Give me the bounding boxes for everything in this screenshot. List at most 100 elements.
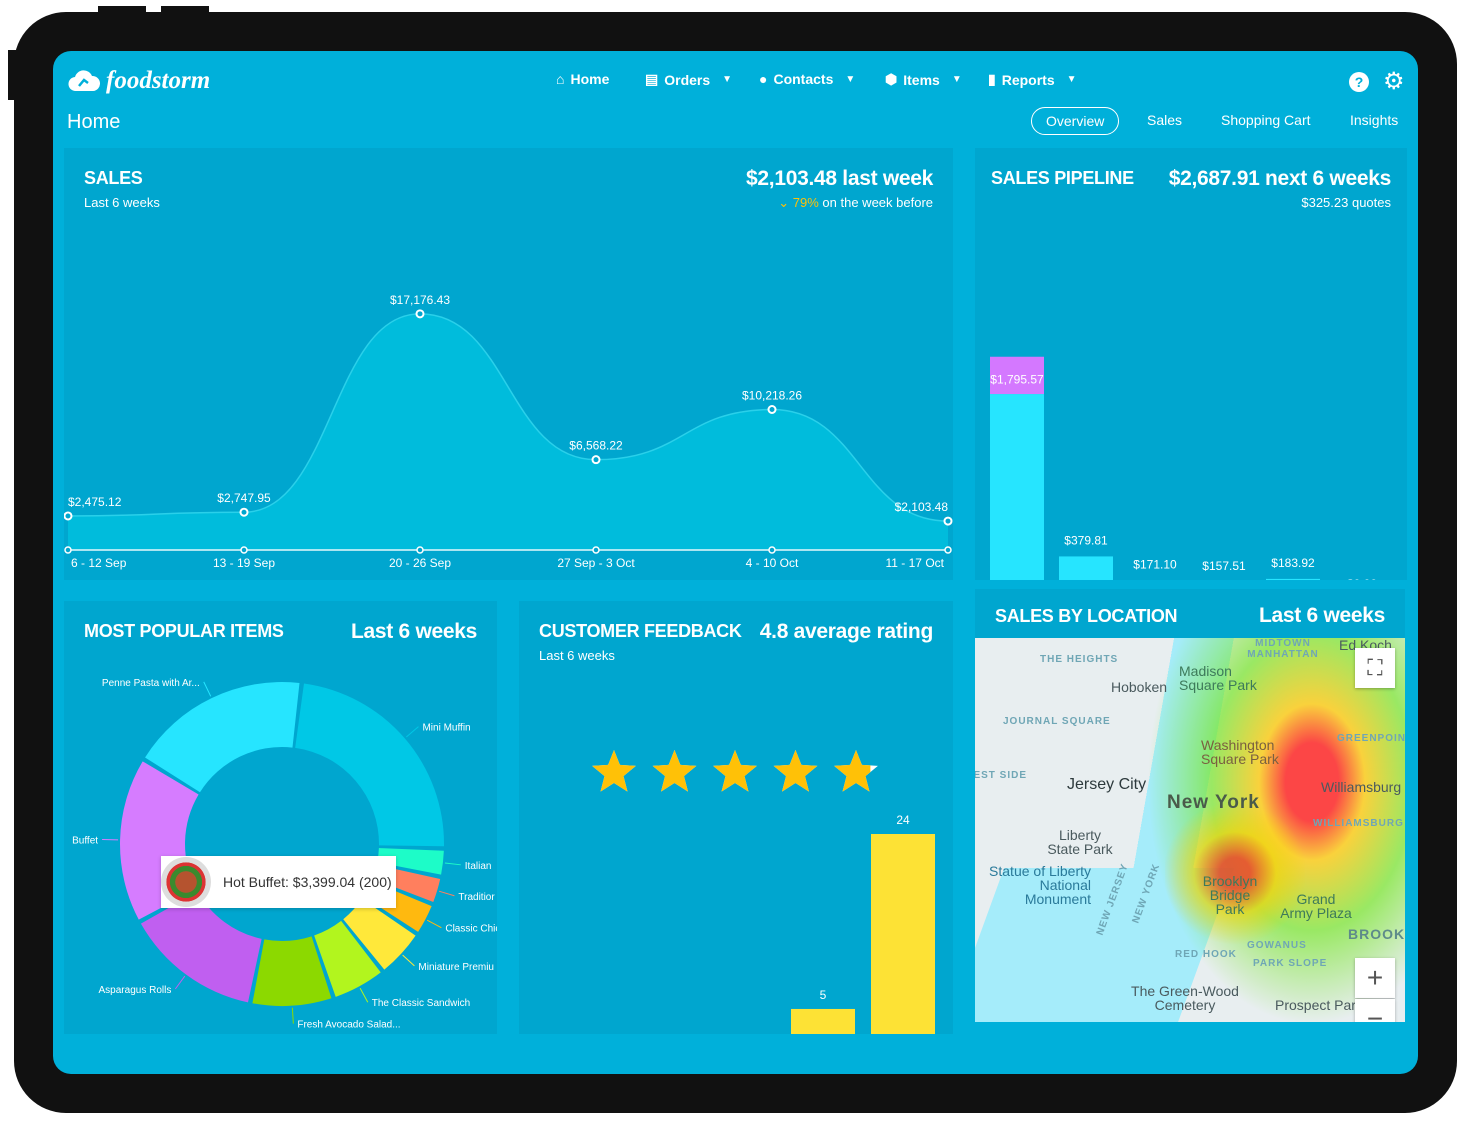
sales-change: ⌄ 79% on the week before (778, 195, 933, 211)
quotes-bar (990, 356, 1044, 395)
slice-leader (426, 919, 442, 929)
caret-down-icon: ▼ (1066, 74, 1077, 85)
x-tick-label: 4 - 10 Oct (746, 556, 799, 570)
data-label: $379.81 (1064, 533, 1108, 547)
slice-label: Asparagus Rolls (99, 985, 172, 996)
donut-slice (140, 891, 262, 1003)
x-tick (240, 546, 248, 554)
donut-tooltip: Hot Buffet: $3,399.04 (200) (161, 856, 396, 908)
data-label: $6,568.22 (569, 439, 623, 453)
district-label: RED HOOK (1175, 949, 1237, 960)
nav-contacts[interactable]: ● Contacts ▼ (759, 71, 855, 87)
caret-down-icon: ▼ (722, 74, 733, 85)
panel-subtitle: Last 6 weeks (539, 648, 615, 663)
data-label: $157.51 (1202, 559, 1246, 573)
map-label: Hoboken (1111, 679, 1168, 695)
slice-leader (438, 890, 455, 897)
data-point (239, 507, 249, 517)
data-point (64, 511, 73, 521)
data-label: $0.00 (1347, 577, 1377, 580)
page-title: Home (67, 111, 121, 133)
nav-label: Contacts (773, 71, 834, 87)
star-icon (713, 750, 757, 792)
data-point (767, 404, 777, 414)
change-percent: 79% (792, 195, 819, 210)
pipeline-panel: SALES PIPELINE $2,687.91 next 6 weeks $3… (975, 148, 1407, 580)
panel-subtitle: Last 6 weeks (84, 195, 160, 210)
tablet-side-button (8, 50, 16, 100)
x-tick (768, 546, 776, 554)
x-tick-label: 20 - 26 Sep (389, 556, 451, 570)
customer-feedback-panel: CUSTOMER FEEDBACK 4.8 average rating Las… (519, 601, 953, 1034)
slice-label: The Classic Sandwich (372, 998, 470, 1009)
logo[interactable]: foodstorm (68, 67, 210, 95)
slice-leader (291, 1007, 294, 1024)
bar-chart-icon: ▮ (988, 71, 996, 87)
tab-insights[interactable]: Insights (1350, 112, 1399, 128)
nav-orders[interactable]: ▤ Orders ▼ (645, 71, 732, 88)
map-label: Statue of Liberty National Monument (989, 863, 1091, 907)
nav-home[interactable]: ⌂ Home (556, 71, 609, 87)
logo-text: foodstorm (106, 67, 211, 94)
slice-leader (406, 726, 419, 738)
gear-icon[interactable]: ⚙ (1383, 68, 1405, 95)
sales-area-chart: $2,475.12 6 - 12 Sep $2,747.95 13 - 19 Sep $… (64, 293, 953, 570)
x-tick (944, 546, 952, 554)
zoom-out-button[interactable]: − (1355, 999, 1395, 1022)
data-label: $17,176.43 (390, 293, 450, 307)
map-label: Liberty State Park (1047, 827, 1113, 857)
data-label: $2,103.48 (895, 500, 949, 514)
data-point (415, 309, 425, 319)
donut-slice (377, 848, 444, 875)
star-icon (834, 750, 871, 792)
star-icon (592, 750, 636, 792)
map-label: New York (1167, 792, 1260, 813)
heat-spot (1165, 798, 1305, 948)
app-screen: foodstorm ⌂ Home ▤ Orders ▼ ● Contacts ▼ ⬢ Ite… (53, 51, 1418, 1074)
tab-shopping-cart[interactable]: Shopping Cart (1221, 112, 1311, 128)
sales-bar (990, 394, 1044, 580)
donut-slice (252, 936, 332, 1006)
map-label: Washington Square Park (1201, 737, 1279, 767)
x-tick-label: 6 - 12 Sep (71, 556, 127, 570)
panel-title: MOST POPULAR ITEMS (84, 621, 284, 641)
panel-title: CUSTOMER FEEDBACK (539, 621, 742, 641)
district-label: GOWANUS (1247, 940, 1307, 951)
data-label: $2,747.95 (217, 491, 271, 505)
food-thumbnail (161, 857, 211, 907)
donut-slice (343, 898, 416, 970)
arrow-down-icon: ⌄ (778, 195, 793, 210)
data-label: $2,475.12 (68, 495, 122, 509)
map-label: Jersey City (1067, 776, 1147, 793)
box-icon: ⬢ (885, 71, 898, 87)
x-tick-label: 13 - 19 Sep (213, 556, 275, 570)
slice-label: Fresh Avocado Salad... (297, 1020, 400, 1031)
help-icon[interactable]: ? (1349, 72, 1369, 92)
document-icon: ▤ (645, 71, 659, 87)
rating-headline: 4.8 average rating (759, 620, 934, 643)
slice-leader (444, 862, 461, 866)
star-icon (652, 750, 697, 792)
popular-items-panel: MOST POPULAR ITEMS Last 6 weeks Mini Muf… (64, 601, 497, 1034)
zoom-in-button[interactable]: + (1355, 958, 1395, 998)
slice-label: Miniature Premiu (418, 962, 494, 973)
fullscreen-button[interactable]: ⛶ (1355, 648, 1395, 688)
nav-reports[interactable]: ▮ Reports ▼ (988, 71, 1077, 88)
sales-by-location-panel: SALES BY LOCATION Last 6 weeks Hoboken M… (975, 589, 1405, 1022)
map-label: Grand Army Plaza (1280, 891, 1352, 921)
nav-label: Orders (664, 71, 711, 88)
tab-overview[interactable]: Overview (1031, 107, 1120, 135)
nav-label: Home (570, 71, 610, 87)
nav-label: Items (903, 71, 940, 88)
slice-label: Penne Pasta with Ar... (102, 678, 200, 689)
slice-leader (174, 975, 186, 990)
data-label: $10,218.26 (742, 388, 802, 402)
feedback-bar (871, 834, 935, 1034)
slice-label: Mini Muffin (422, 723, 470, 734)
slice-leader (203, 681, 212, 697)
tab-sales[interactable]: Sales (1147, 112, 1183, 128)
heat-map[interactable]: Hoboken Madison Square Park Washington S… (975, 638, 1405, 1022)
nav-items[interactable]: ⬢ Items ▼ (885, 71, 962, 88)
tooltip-text: Hot Buffet: $3,399.04 (200) (223, 874, 392, 890)
map-label: Madison Square Park (1179, 663, 1257, 693)
